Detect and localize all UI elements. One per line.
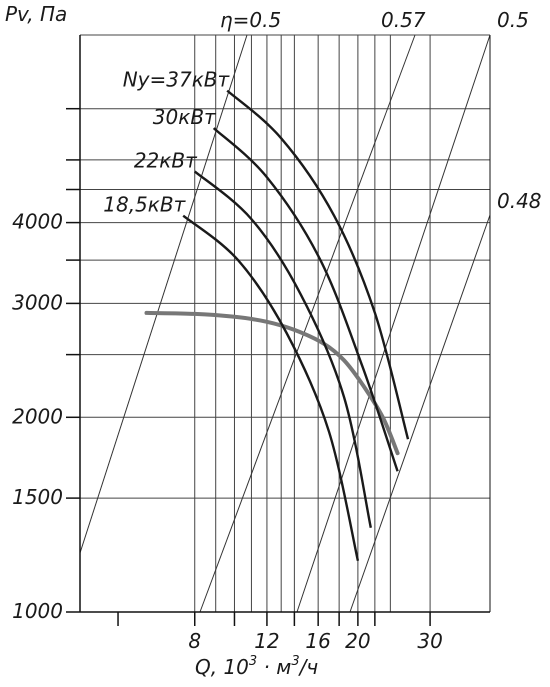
x-tick-label: 8 <box>188 629 201 653</box>
y-tick-label: 3000 <box>12 290 63 314</box>
x-tick-label: 12 <box>254 629 279 653</box>
plot-frame <box>66 35 491 626</box>
x-axis-title-part-1: Q, 10 <box>195 655 249 679</box>
efficiency-label: 0.5 <box>497 8 529 32</box>
efficiency-line <box>349 214 491 613</box>
series-layer <box>144 89 410 562</box>
x-tick-label: 30 <box>417 629 442 653</box>
series-label: Ny=37кВт <box>123 68 231 92</box>
grid-layer <box>80 34 490 613</box>
series-label: 30кВт <box>153 105 217 129</box>
x-tick-label: 16 <box>305 629 330 653</box>
series-line <box>226 89 410 440</box>
efficiency-line <box>296 34 491 613</box>
y-axis-title: Pv, Па <box>5 2 67 26</box>
system-curve <box>144 310 400 456</box>
efficiency-label: η=0.5 <box>220 8 281 32</box>
efficiency-label: 0.57 <box>381 8 426 32</box>
y-tick-label: 4000 <box>12 210 63 234</box>
y-tick-label: 2000 <box>12 404 63 428</box>
series-label: 22кВт <box>134 148 198 172</box>
efficiency-line <box>199 34 416 613</box>
x-axis-title-sup-2: 3 <box>291 654 299 669</box>
series-line <box>193 170 372 528</box>
y-tick-label: 1000 <box>12 599 63 623</box>
efficiency-label: 0.48 <box>497 189 542 213</box>
x-axis-title-part-2: · м <box>257 655 291 679</box>
x-axis-title-sup-1: 3 <box>249 654 257 669</box>
efficiency-line <box>79 34 248 554</box>
y-tick-label: 1500 <box>12 485 63 509</box>
x-axis-title-part-3: /ч <box>298 655 319 679</box>
series-label: 18,5кВт <box>103 193 186 217</box>
label-layer: η=0.5 0.57 0.5 0.48 1000 1500 2000 3000 4000 8 12 1… <box>12 8 541 653</box>
x-tick-label: 20 <box>345 629 370 653</box>
series-line <box>212 127 399 472</box>
x-axis-title: Q, 103 · м3/ч <box>195 654 318 679</box>
series-line <box>182 214 360 562</box>
efficiency-lines-layer <box>79 34 491 613</box>
